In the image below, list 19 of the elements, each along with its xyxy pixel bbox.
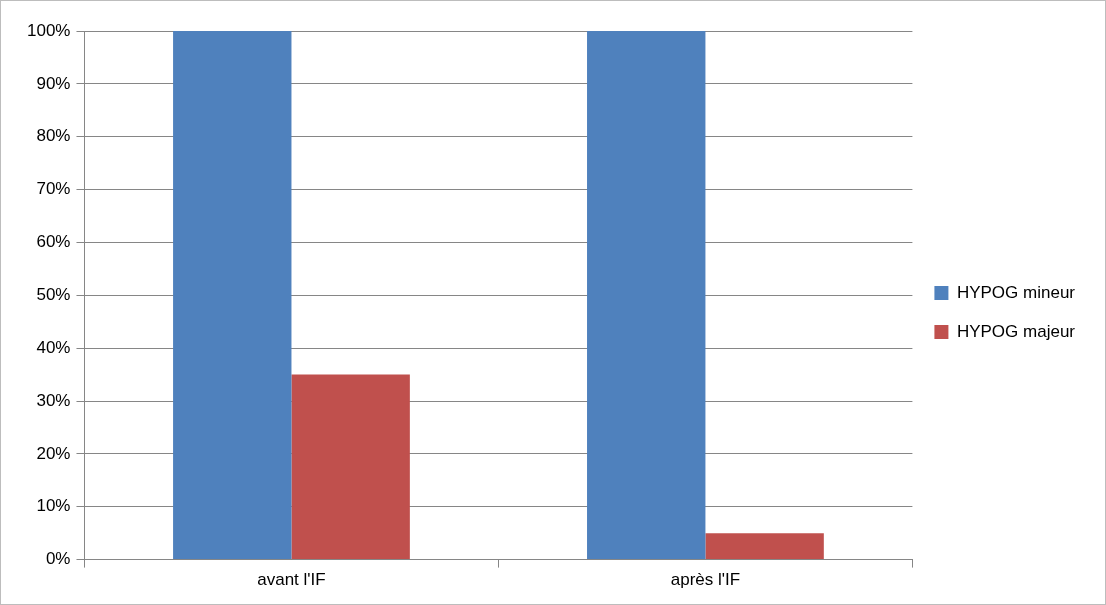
y-tick-label: 80% <box>36 126 71 146</box>
y-tick-label: 50% <box>36 284 71 304</box>
x-tick-label: après l'IF <box>670 570 741 590</box>
y-tick-label: 40% <box>36 337 71 357</box>
y-tick-label: 60% <box>36 232 71 252</box>
bar <box>705 533 824 560</box>
y-tick-label: 30% <box>36 390 71 410</box>
bar <box>173 31 292 560</box>
x-tick-label: avant l'IF <box>257 570 326 590</box>
bar <box>291 374 410 560</box>
legend-label: HYPOG majeur <box>956 321 1076 341</box>
y-tick-label: 100% <box>27 20 71 40</box>
legend-label: HYPOG mineur <box>956 282 1076 302</box>
y-tick-label: 10% <box>36 496 71 516</box>
bar <box>587 31 706 560</box>
y-tick-label: 70% <box>36 179 71 199</box>
y-tick-label: 0% <box>45 549 71 569</box>
y-tick-label: 90% <box>36 73 71 93</box>
y-tick-label: 20% <box>36 443 71 463</box>
